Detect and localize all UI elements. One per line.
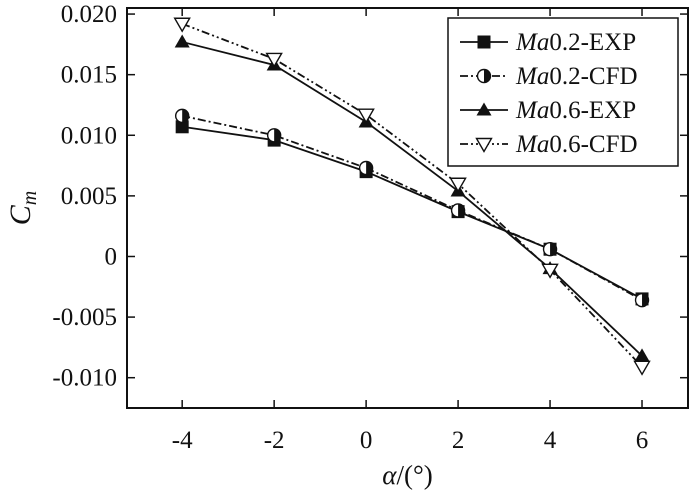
y-tick-label: -0.005 bbox=[52, 304, 117, 331]
legend-label-rest: 0.2-EXP bbox=[549, 29, 636, 56]
legend-marker bbox=[476, 68, 492, 84]
data-point bbox=[450, 203, 466, 218]
x-axis-label-unit: /(°) bbox=[396, 460, 432, 490]
data-point bbox=[266, 128, 282, 143]
data-point bbox=[174, 108, 190, 124]
legend-label-italic: Ma bbox=[515, 63, 549, 90]
y-tick-label: 0.020 bbox=[61, 1, 117, 28]
x-axis-label: α/(°) bbox=[382, 460, 432, 490]
data-point bbox=[449, 177, 467, 193]
data-point bbox=[634, 348, 650, 362]
legend-label: Ma0.6-EXP bbox=[515, 97, 636, 124]
series-3 bbox=[173, 17, 651, 376]
legend-label-italic: Ma bbox=[515, 131, 549, 158]
y-axis-label-subscript: m bbox=[19, 191, 41, 205]
legend-marker bbox=[477, 35, 491, 49]
series-group bbox=[173, 17, 651, 376]
y-tick-label: 0.015 bbox=[61, 62, 117, 89]
legend-label: Ma0.2-CFD bbox=[515, 63, 638, 90]
series-line bbox=[181, 41, 643, 357]
legend-label-rest: 0.6-EXP bbox=[549, 97, 636, 124]
y-tick-label: -0.010 bbox=[52, 365, 117, 392]
x-tick-label: 4 bbox=[544, 427, 557, 454]
series-line bbox=[181, 114, 643, 301]
data-point bbox=[358, 160, 374, 176]
data-point bbox=[541, 263, 559, 279]
legend-label-italic: Ma bbox=[515, 97, 549, 124]
plot-frame bbox=[126, 7, 689, 409]
data-point bbox=[633, 360, 651, 376]
x-tick-label: -4 bbox=[172, 427, 193, 454]
data-point bbox=[265, 52, 283, 68]
legend-marker bbox=[475, 137, 493, 153]
x-axis-label-symbol: α bbox=[382, 460, 397, 490]
legend-label-rest: 0.6-CFD bbox=[549, 131, 637, 158]
y-axis-label: Cm bbox=[4, 191, 41, 225]
legend-label-italic: Ma bbox=[515, 29, 549, 56]
series-line bbox=[182, 125, 643, 300]
legend-marker bbox=[476, 102, 492, 116]
x-tick-label: 2 bbox=[452, 427, 465, 454]
legend-label-rest: 0.2-CFD bbox=[549, 63, 637, 90]
y-tick-label: 0.010 bbox=[61, 122, 117, 149]
data-point bbox=[173, 17, 191, 33]
series-line bbox=[181, 22, 643, 368]
y-axis-label-symbol: C bbox=[4, 204, 37, 225]
data-point bbox=[174, 34, 190, 48]
data-point bbox=[357, 108, 375, 124]
legend-label: Ma0.2-EXP bbox=[515, 29, 636, 56]
x-tick-label: -2 bbox=[264, 427, 285, 454]
data-point bbox=[175, 120, 189, 134]
series-1 bbox=[174, 108, 650, 308]
x-tick-label: 0 bbox=[360, 427, 373, 454]
data-point bbox=[634, 292, 650, 308]
data-point bbox=[542, 242, 558, 257]
y-tick-label: 0.005 bbox=[61, 183, 117, 210]
legend-label: Ma0.6-CFD bbox=[515, 131, 638, 158]
y-tick-label: 0 bbox=[105, 243, 118, 270]
x-tick-label: 6 bbox=[636, 427, 649, 454]
ticks-group: -4 -2 0 2 4 6 0.020 0.015 0.010 0.005 0 -0.005 -0.01… bbox=[52, 1, 688, 454]
